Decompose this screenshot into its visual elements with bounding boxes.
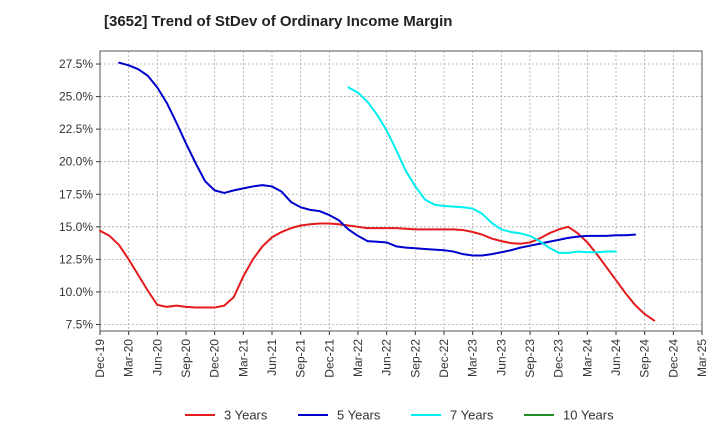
x-tick-label: Mar-22 (351, 339, 365, 377)
x-tick-label: Jun-24 (609, 339, 623, 376)
x-tick-label: Mar-23 (466, 339, 480, 377)
plot-area (100, 51, 702, 331)
x-tick-label: Dec-24 (666, 339, 680, 378)
series-line-1 (99, 222, 656, 322)
x-tick-label: Dec-20 (208, 339, 222, 378)
series-line-3 (347, 86, 617, 254)
legend-label-1: 3 Years (224, 408, 268, 423)
x-tick-label: Sep-24 (638, 339, 652, 378)
x-tick-label: Dec-21 (322, 339, 336, 378)
x-tick-label: Sep-23 (523, 339, 537, 378)
y-tick-label: 12.5% (59, 252, 93, 266)
x-tick-label: Mar-21 (236, 339, 250, 377)
x-tick-label: Sep-22 (408, 339, 422, 378)
x-tick-label: Mar-25 (695, 339, 709, 377)
y-tick-label: 10.0% (59, 285, 93, 299)
y-tick-label: 7.5% (66, 317, 94, 331)
x-tick-label: Jun-20 (150, 339, 164, 376)
y-tick-label: 22.5% (59, 122, 93, 136)
y-tick-label: 27.5% (59, 57, 93, 71)
x-tick-label: Sep-20 (179, 339, 193, 378)
x-tick-label: Sep-21 (294, 339, 308, 378)
x-tick-label: Jun-22 (380, 339, 394, 376)
legend-label-3: 7 Years (450, 408, 494, 423)
y-tick-label: 15.0% (59, 220, 93, 234)
series-line-2 (118, 61, 637, 257)
x-tick-label: Mar-20 (122, 339, 136, 377)
y-tick-label: 17.5% (59, 187, 93, 201)
x-tick-label: Dec-22 (437, 339, 451, 378)
y-tick-label: 25.0% (59, 90, 93, 104)
chart-title: [3652] Trend of StDev of Ordinary Income… (104, 13, 453, 30)
x-tick-label: Dec-23 (552, 339, 566, 378)
plot-frame (99, 50, 703, 332)
x-tick-label: Dec-19 (93, 339, 107, 378)
x-tick-label: Mar-24 (580, 339, 594, 377)
y-tick-label: 20.0% (59, 155, 93, 169)
x-tick-label: Jun-21 (265, 339, 279, 376)
x-tick-label: Jun-23 (494, 339, 508, 376)
legend-label-2: 5 Years (337, 408, 381, 423)
legend-label-4: 10 Years (563, 408, 614, 423)
